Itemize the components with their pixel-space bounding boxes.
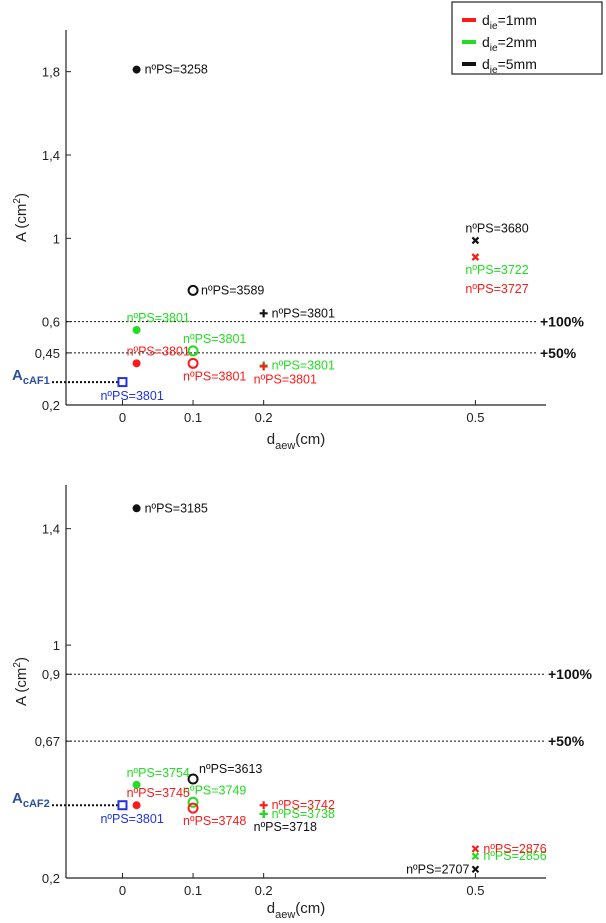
data-point-label: nºPS=3801	[183, 369, 246, 383]
baseline-point	[117, 377, 128, 388]
x-tick-label: 0.2	[255, 410, 273, 425]
data-point-label: nºPS=3258	[145, 63, 208, 77]
data-point-dot	[132, 780, 141, 789]
y-tick-label: 0,45	[35, 346, 60, 361]
baseline-point-label: nºPS=3801	[100, 389, 163, 403]
data-point-label: nºPS=3801	[127, 311, 190, 325]
x-axis-label: daew(cm)	[267, 431, 326, 452]
data-point-circle	[187, 357, 199, 369]
chart-top: 0,2 0,45 0,6 1 1,4 1,8 0 0.1 0.2 0.5 daew(cm) A (cm…	[12, 30, 585, 452]
y-tick-label: 1,4	[42, 148, 60, 163]
data-point-circle	[187, 345, 199, 357]
data-point-circle	[187, 796, 199, 808]
y-tick-label: 0,6	[42, 315, 60, 330]
y-axis-label: A (cm2)	[12, 193, 30, 242]
legend-box	[451, 1, 603, 75]
x-tick-label: 0	[119, 883, 126, 898]
x-tick-label: 0.2	[255, 883, 273, 898]
data-point-label: nºPS=3801	[272, 358, 335, 372]
data-point-cross	[471, 253, 480, 261]
data-point-label: nºPS=3745	[127, 786, 190, 800]
data-point-label: nºPS=3680	[465, 221, 528, 235]
x-tick-label: 0.1	[184, 410, 202, 425]
data-point-circle	[187, 773, 199, 785]
data-point-label: nºPS=3738	[272, 807, 335, 821]
reference-line-label: +100%	[548, 666, 593, 682]
data-point-dot	[132, 65, 141, 74]
x-axis-label: daew(cm)	[267, 900, 326, 921]
data-point-label: nºPS=3722	[465, 263, 528, 277]
y-tick-label: 1	[53, 638, 60, 653]
y-tick-label: 1,4	[42, 522, 60, 537]
baseline-label: AcAF2	[12, 790, 50, 810]
data-point-label: nºPS=3801	[254, 372, 317, 386]
y-tick-label: 1	[53, 231, 60, 246]
data-point-label: nºPS=3742	[272, 798, 335, 812]
data-point-label: nºPS=3801	[183, 332, 246, 346]
y-tick-label: 0,67	[35, 734, 60, 749]
data-point-circle	[187, 284, 199, 296]
x-tick-label: 0.5	[466, 883, 484, 898]
data-point-cross	[471, 236, 480, 245]
y-tick-label: 0,2	[42, 398, 60, 413]
data-point-plus	[259, 809, 268, 818]
data-point-cross	[471, 852, 480, 860]
data-point-label: nºPS=3613	[199, 762, 262, 776]
data-point-label: nºPS=3801	[272, 306, 335, 320]
data-point-plus	[259, 309, 268, 318]
data-point-label: nºPS=2856	[483, 849, 546, 863]
baseline-label: AcAF1	[12, 367, 50, 387]
y-tick-label: 0,9	[42, 667, 60, 682]
y-tick-label: 1,8	[42, 65, 60, 80]
data-point-label: nºPS=3727	[465, 282, 528, 296]
baseline-point	[117, 800, 128, 811]
data-point-label: nºPS=3754	[127, 766, 190, 780]
data-point-label: nºPS=2707	[406, 862, 469, 876]
data-point-circle	[187, 802, 199, 814]
data-point-label: nºPS=3748	[183, 814, 246, 828]
reference-line-label: +50%	[540, 345, 577, 361]
data-point-cross	[471, 845, 480, 853]
x-tick-label: 0	[119, 410, 126, 425]
reference-line-label: +100%	[540, 314, 585, 330]
chart-bottom: 0,2 0,67 0,9 1 1,4 0 0.1 0.2 0.5 daew(cm) A (cm2) +…	[12, 485, 593, 921]
x-tick-label: 0.5	[466, 410, 484, 425]
data-point-label: nºPS=3801	[127, 344, 190, 358]
data-point-label: nºPS=3185	[145, 501, 208, 515]
data-point-dot	[132, 801, 141, 810]
data-point-plus	[259, 362, 268, 371]
data-point-label: nºPS=2876	[483, 842, 546, 856]
legend-entry: die=5mm	[482, 56, 537, 76]
data-point-label: nºPS=3589	[201, 283, 264, 297]
y-axis-label: A (cm2)	[12, 657, 30, 706]
data-point-dot	[132, 359, 141, 368]
reference-line-label: +50%	[548, 733, 585, 749]
legend-entry: die=1mm	[482, 12, 537, 32]
data-point-label: nºPS=3749	[183, 783, 246, 797]
y-tick-label: 0,2	[42, 871, 60, 886]
data-point-cross	[471, 865, 480, 874]
baseline-point-label: nºPS=3801	[100, 812, 163, 826]
data-point-dot	[132, 504, 141, 513]
data-point-label: nºPS=3718	[254, 820, 317, 834]
x-tick-label: 0.1	[184, 883, 202, 898]
data-point-dot	[132, 326, 141, 334]
legend-entry: die=2mm	[482, 34, 537, 54]
data-point-plus	[259, 801, 268, 810]
